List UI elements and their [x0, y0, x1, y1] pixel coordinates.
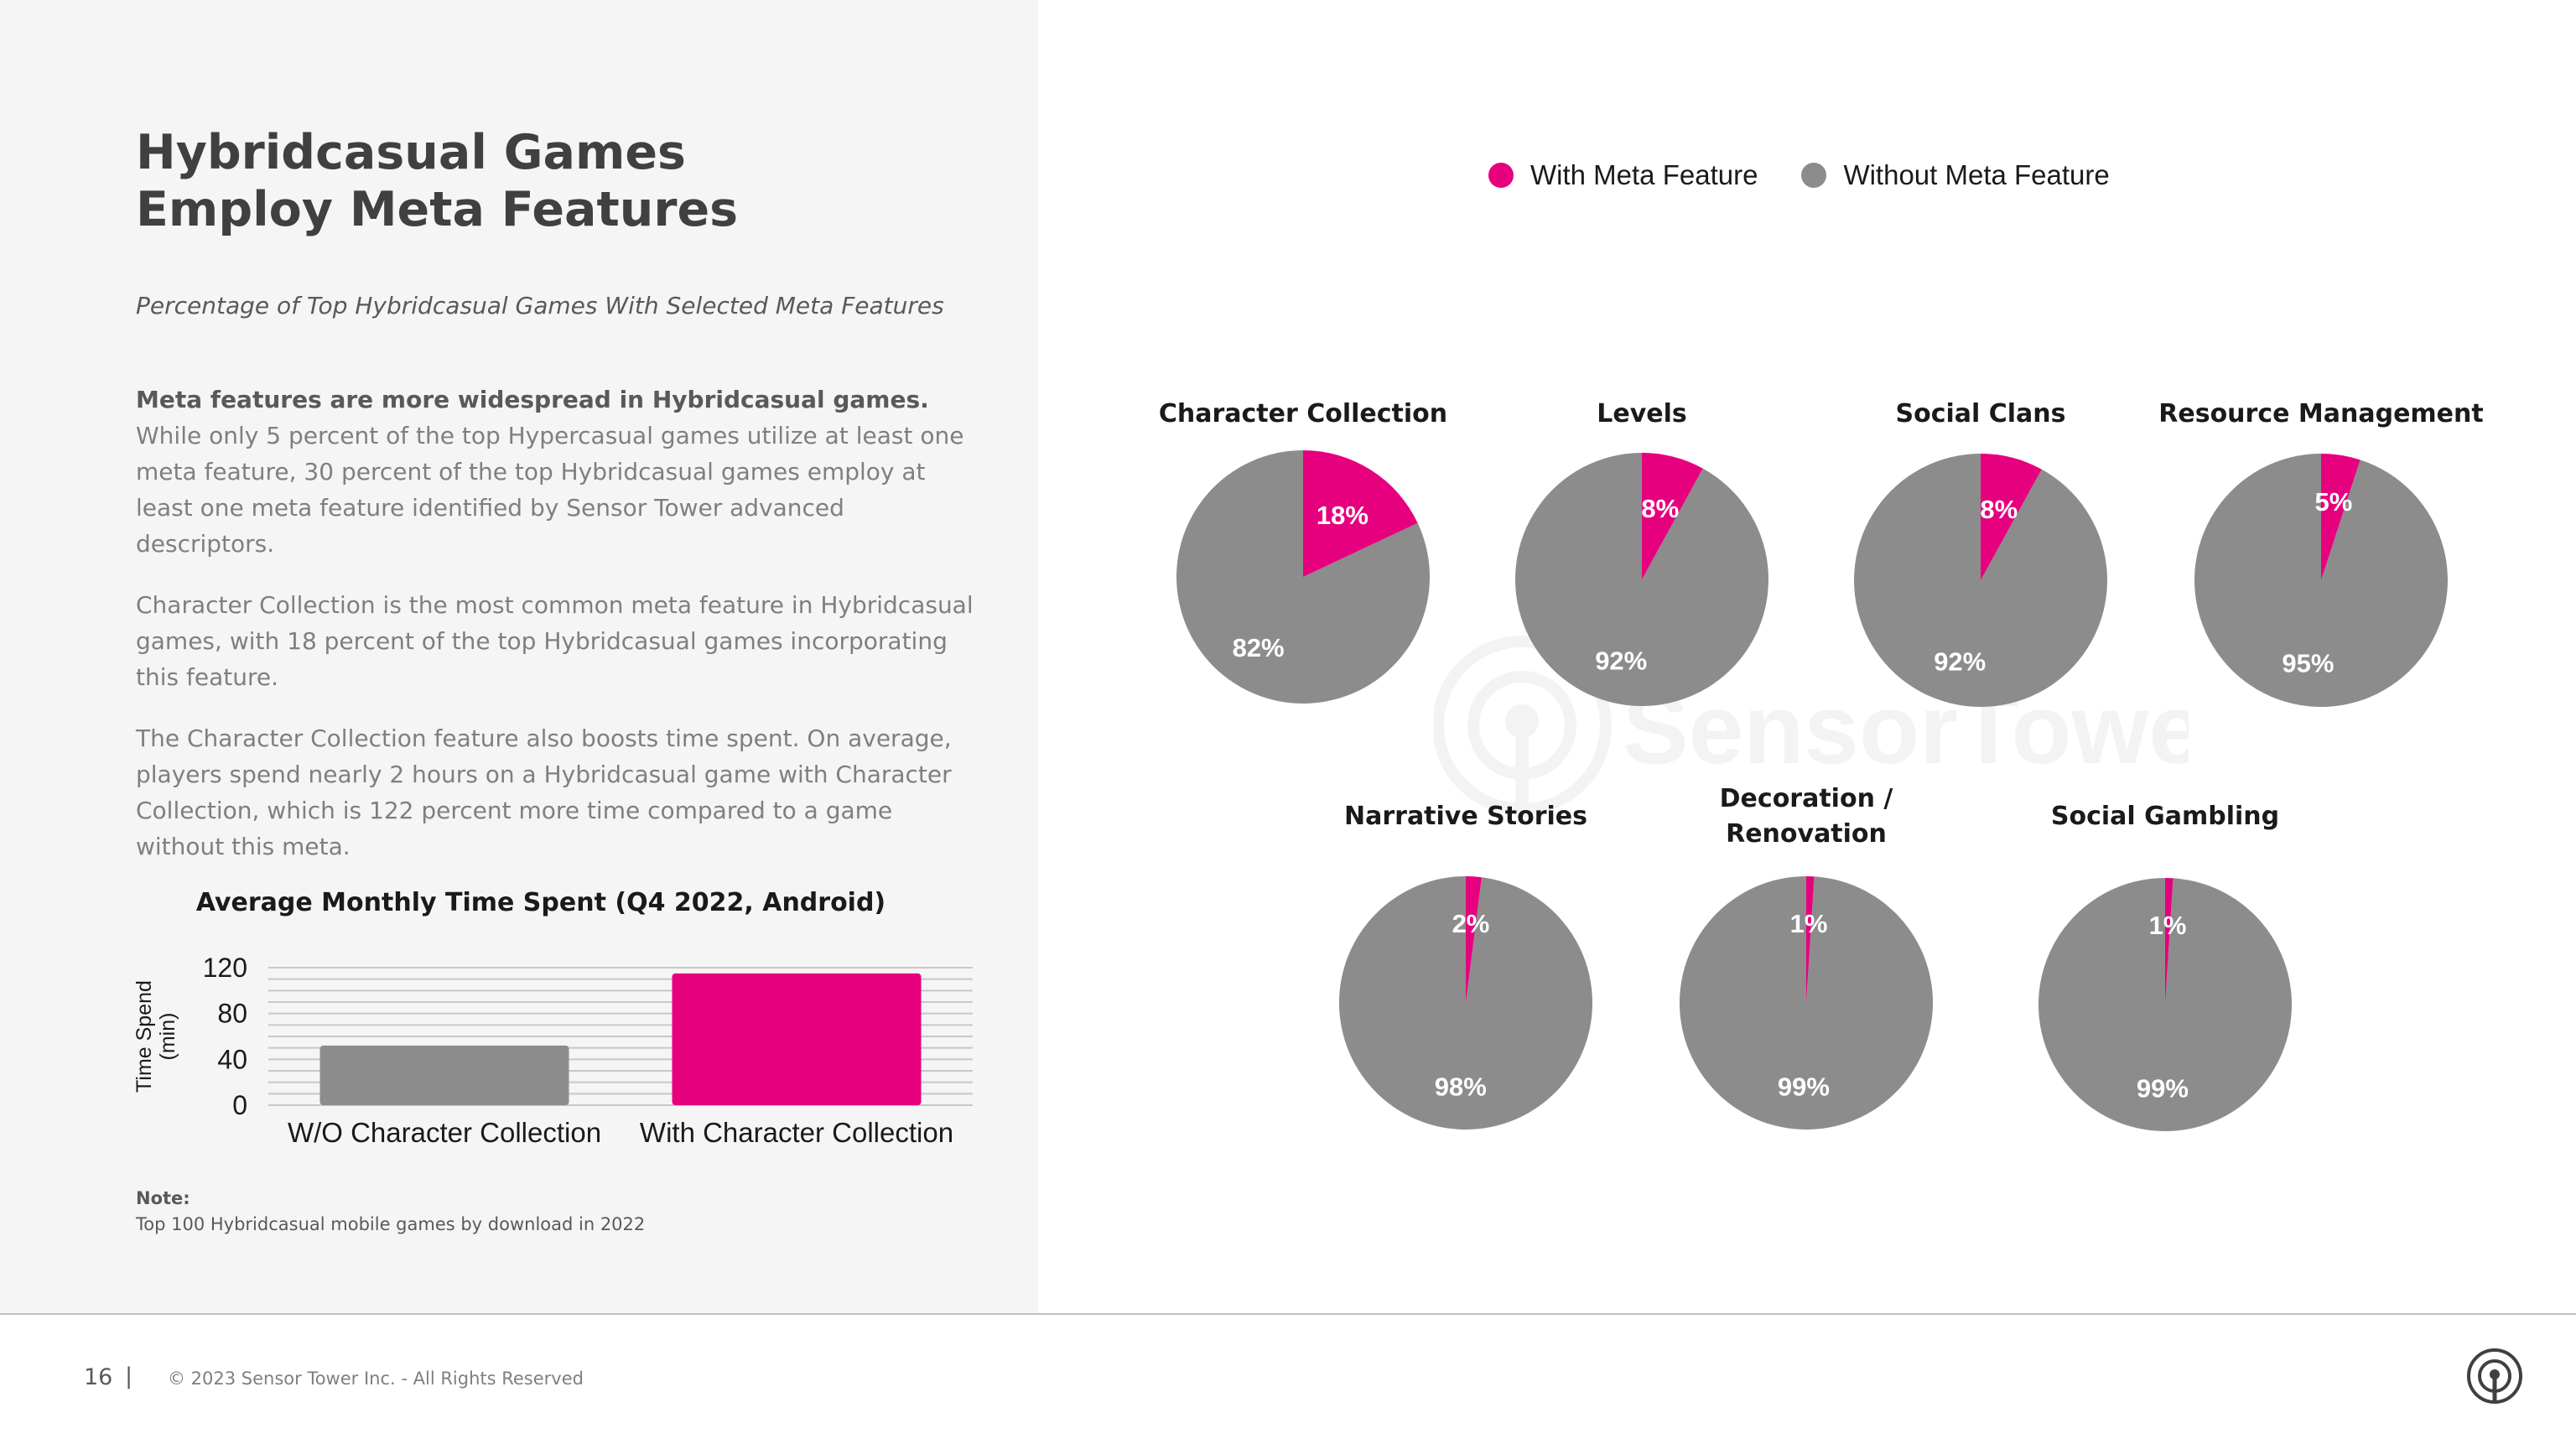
pie-slice-without [2038, 878, 2293, 1131]
pie-slice-with [2165, 878, 2174, 1005]
pie-title: Decoration / Renovation [1720, 784, 1893, 849]
paragraph-3: The Character Collection feature also bo… [136, 724, 952, 860]
pie-label-with: 5% [2314, 487, 2352, 517]
watermark-text: SensorTower [1623, 674, 2189, 785]
pie-label-without: 92% [1934, 647, 1986, 677]
pie-title: Social Gambling [2051, 802, 2279, 831]
pie-label-with: 2% [1452, 909, 1490, 938]
pie-chart: Narrative Stories 2% 98% [1339, 802, 1593, 1130]
pie-slice-with [1806, 876, 1815, 1003]
page-title-line-1: Hybridcasual Games [136, 125, 686, 180]
pie-charts: Character Collection18%82%Levels8%92%Soc… [1159, 399, 2484, 1131]
pie-slice-with [1303, 450, 1418, 577]
pie-label-with: 8% [1641, 494, 1679, 523]
page-subtitle: Percentage of Top Hybridcasual Games Wit… [136, 292, 944, 319]
pie-label-without: 99% [2137, 1074, 2189, 1104]
legend-label-with: With Meta Feature [1530, 159, 1758, 190]
footer-separator: | [125, 1363, 133, 1389]
pie-label-without: 92% [1595, 647, 1647, 676]
y-axis-label: Time Spend(min) [132, 980, 179, 1093]
bar-chart-title: Average Monthly Time Spent (Q4 2022, And… [196, 888, 886, 917]
pie-label-without: 98% [1435, 1072, 1487, 1101]
pie-slice-with [1642, 453, 1703, 579]
page-title-line-2: Employ Meta Features [136, 182, 739, 237]
pie-title: Social Clans [1895, 399, 2065, 428]
sensor-tower-logo-icon [2467, 1348, 2522, 1404]
footer-divider [0, 1313, 2576, 1315]
pie-label-with: 18% [1317, 501, 1368, 530]
y-tick-label: 80 [217, 999, 247, 1029]
pie-title: Narrative Stories [1344, 802, 1587, 831]
paragraph-1-text: While only 5 percent of the top Hypercas… [136, 422, 964, 558]
legend-swatch-without [1801, 163, 1827, 188]
note-label: Note: [136, 1188, 190, 1208]
bar-chart: Average Monthly Time Spent (Q4 2022, And… [132, 888, 973, 1148]
legend-item-without: Without Meta Feature [1801, 159, 2110, 191]
legend: With Meta Feature Without Meta Feature [1488, 159, 2153, 191]
body-text: Meta features are more widespread in Hyb… [136, 382, 974, 890]
pie-label-without: 82% [1233, 633, 1285, 662]
pie-label-with: 1% [2149, 911, 2187, 940]
y-tick-label: 120 [203, 953, 247, 983]
pie-slice-without [1339, 876, 1593, 1130]
legend-swatch-with [1488, 163, 1514, 188]
copyright: © 2023 Sensor Tower Inc. - All Rights Re… [168, 1368, 584, 1389]
pie-title: Character Collection [1159, 399, 1447, 428]
pie-label-with: 1% [1790, 909, 1828, 938]
page-title: Hybridcasual Games Employ Meta Features [136, 124, 974, 238]
note-text: Top 100 Hybridcasual mobile games by dow… [136, 1214, 646, 1234]
watermark: SensorTower [1434, 636, 2189, 818]
bar [319, 1045, 569, 1105]
legend-item-with: With Meta Feature [1488, 159, 1758, 191]
pie-slice-with [1981, 454, 2042, 580]
pie-slice-with [1466, 876, 1482, 1003]
legend-label-without: Without Meta Feature [1843, 159, 2110, 190]
y-tick-label: 0 [232, 1090, 247, 1120]
pie-chart: Decoration / Renovation 1% 99% [1680, 784, 1934, 1130]
pie-chart: Social Gambling 1% 99% [2038, 802, 2293, 1131]
paragraph-1: Meta features are more widespread in Hyb… [136, 382, 974, 562]
note: Note: Top 100 Hybridcasual mobile games … [136, 1186, 645, 1238]
y-tick-label: 40 [217, 1044, 247, 1074]
paragraph-2: Character Collection is the most common … [136, 591, 974, 691]
pie-label-with: 8% [1980, 495, 2018, 524]
pie-label-without: 95% [2282, 648, 2334, 678]
lead-sentence: Meta features are more widespread in Hyb… [136, 386, 929, 413]
watermark-logo-icon [1434, 636, 1612, 818]
pie-slice-with [2321, 454, 2360, 580]
x-tick-label: With Character Collection [640, 1117, 953, 1148]
pie-title: Levels [1597, 399, 1687, 428]
pie-chart: Social Clans 8% 92% [1854, 399, 2107, 708]
bar [672, 973, 922, 1105]
pie-slice-without [1514, 453, 1768, 706]
page-number: 16 [84, 1364, 113, 1390]
pie-chart: Levels 8% 92% [1514, 399, 1768, 706]
pie-title: Resource Management [2158, 399, 2483, 428]
pie-chart: Resource Management 5% 95% [2158, 399, 2484, 707]
pie-chart: Character Collection 18% 82% [1159, 399, 1447, 704]
x-tick-label: W/O Character Collection [288, 1117, 601, 1148]
pie-label-without: 99% [1778, 1072, 1830, 1102]
pie-slice-without [1680, 876, 1934, 1130]
